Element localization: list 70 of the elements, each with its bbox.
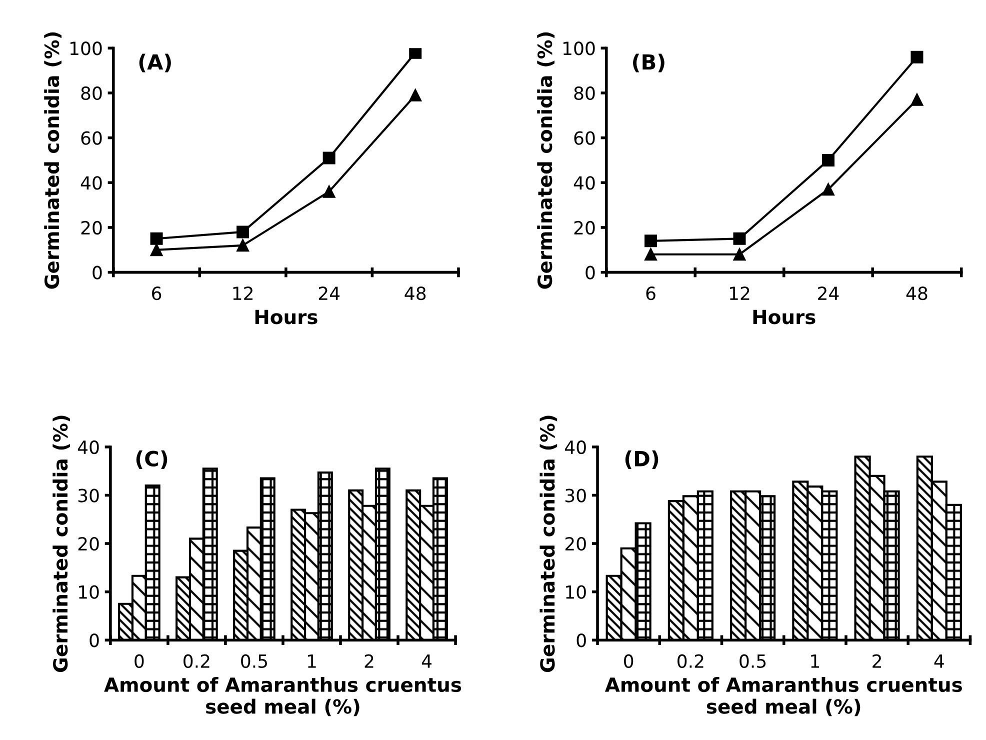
point: [822, 154, 834, 166]
chart-title: (B): [633, 54, 664, 72]
y-axis-title: Germinated conidia (%): [44, 32, 62, 289]
point: [644, 248, 658, 261]
point: [910, 50, 924, 64]
point: [236, 226, 250, 238]
x-tick-label: 0.2: [184, 654, 210, 668]
y-tick-label: 80: [574, 86, 595, 100]
y-tick-label: 30: [78, 488, 99, 502]
point: [822, 183, 834, 196]
x-tick-label: 0: [624, 654, 634, 668]
y-tick-label: 80: [81, 86, 102, 100]
y-axis-title: Germinated conidia (%): [537, 32, 554, 289]
point: [644, 234, 658, 248]
x-tick-label: 1: [308, 654, 316, 668]
x-tick-label: 6: [152, 286, 162, 300]
x-tick-label: 12: [730, 286, 750, 300]
y-tick-label: 10: [79, 585, 99, 599]
point: [322, 152, 336, 164]
x-tick-label: 4: [934, 654, 944, 668]
chart-title: (D): [625, 450, 658, 469]
x-tick-label: 0.5: [740, 654, 766, 668]
y-tick-label: 0: [586, 266, 595, 280]
y-tick-label: 60: [81, 131, 102, 145]
x-axis-title: Hours: [753, 310, 816, 324]
y-tick-label: 40: [565, 440, 586, 454]
point: [150, 244, 163, 256]
y-axis-title: Germinated conidia (%): [540, 416, 558, 672]
x-axis-title: Amount of Amaranthus cruentus seed meal (%): [604, 677, 962, 716]
x-tick-label: 2: [364, 654, 374, 668]
x-tick-label: 0.5: [241, 654, 268, 668]
y-tick-label: 20: [565, 536, 586, 551]
point: [150, 232, 163, 245]
x-tick-label: 2: [872, 654, 881, 668]
point: [409, 88, 422, 102]
y-axis-title: Germinated conidia (%): [52, 416, 70, 672]
y-tick-label: 0: [576, 634, 586, 648]
x-tick-label: 0: [134, 654, 144, 668]
y-tick-label: 20: [574, 220, 595, 235]
x-axis-title: Amount of Amaranthus cruentus seed meal (%): [104, 677, 462, 716]
point: [322, 185, 336, 198]
point: [733, 248, 746, 261]
x-tick-label: 24: [318, 286, 340, 300]
y-tick-label: 30: [566, 488, 586, 502]
point: [910, 93, 924, 106]
y-tick-label: 40: [574, 176, 595, 190]
y-tick-label: 0: [90, 634, 99, 648]
y-tick-label: 60: [574, 131, 595, 145]
chart-title: (A): [139, 54, 171, 72]
x-tick-label: 48: [404, 286, 426, 300]
y-tick-label: 40: [78, 440, 99, 454]
x-tick-label: 24: [818, 286, 839, 300]
y-tick-label: 100: [70, 42, 102, 56]
chart-title: (C): [136, 450, 168, 469]
x-tick-label: 12: [233, 286, 252, 300]
y-tick-label: 40: [80, 176, 102, 190]
point: [409, 48, 422, 59]
y-tick-label: 10: [566, 585, 586, 599]
point: [236, 239, 250, 252]
x-tick-label: 1: [811, 654, 820, 668]
point: [733, 232, 746, 245]
x-axis-title: Hours: [255, 310, 318, 324]
x-tick-label: 0.2: [678, 654, 704, 668]
y-tick-label: 0: [92, 266, 102, 280]
x-tick-label: 6: [646, 286, 656, 300]
y-tick-label: 20: [78, 536, 99, 551]
x-tick-label: 4: [422, 654, 432, 668]
y-tick-label: 20: [81, 220, 102, 235]
y-tick-label: 100: [563, 42, 595, 56]
x-tick-label: 48: [906, 286, 928, 300]
